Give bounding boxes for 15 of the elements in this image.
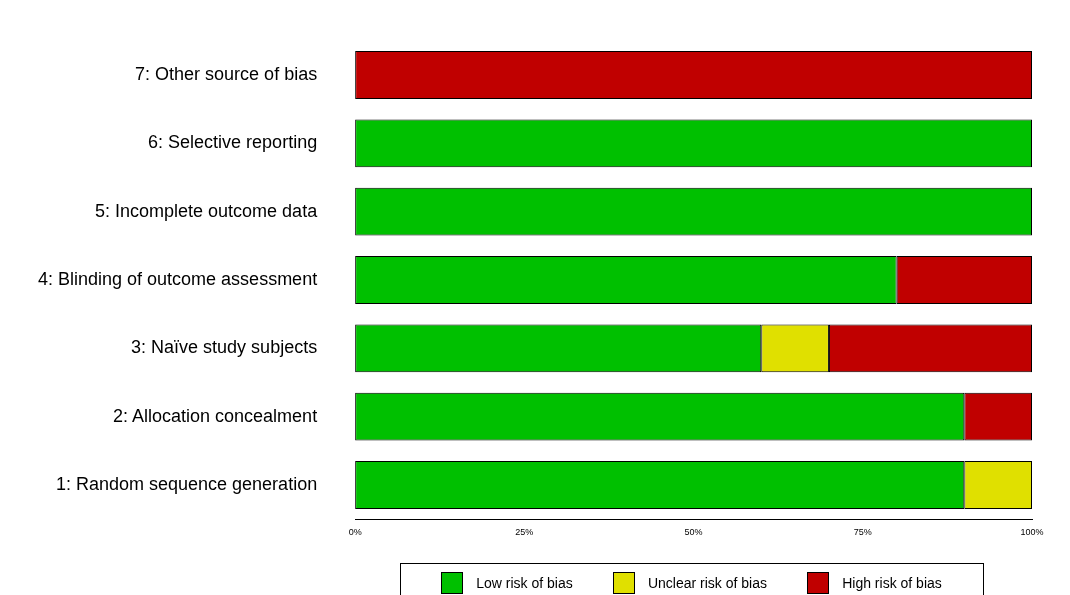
x-tick-label: 50% — [684, 527, 703, 538]
y-tick-label: 3: Naïve study subjects — [131, 337, 318, 358]
y-tick-label: 2: Allocation concealment — [113, 405, 318, 426]
y-tick-label: 7: Other source of bias — [135, 63, 318, 84]
y-tick-label: 5: Incomplete outcome data — [95, 200, 319, 221]
legend-label: Unclear risk of bias — [647, 575, 767, 591]
legend-label: Low risk of bias — [476, 575, 573, 591]
y-tick-label: 6: Selective reporting — [148, 132, 318, 153]
x-tick-label: 0% — [348, 527, 362, 538]
y-tick-label: 1: Random sequence generation — [55, 474, 318, 494]
x-tick-label: 100% — [1020, 527, 1044, 538]
legend-label: High risk of bias — [842, 575, 942, 591]
x-tick-label: 25% — [515, 527, 534, 538]
y-tick-label: 4: Blinding of outcome assessment — [37, 268, 318, 289]
x-tick-label: 75% — [853, 527, 872, 538]
